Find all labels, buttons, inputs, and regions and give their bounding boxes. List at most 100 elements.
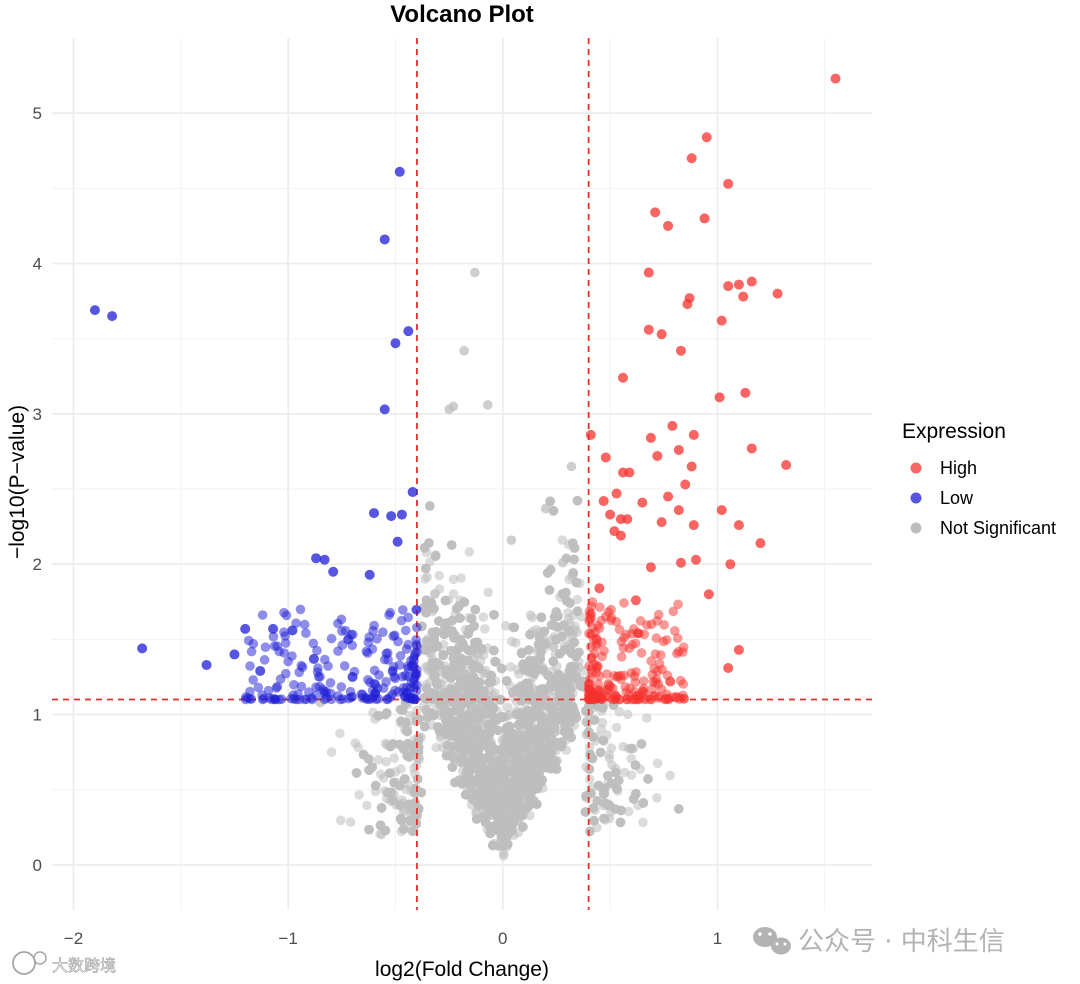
point-high [645,562,656,573]
point-high [584,614,595,624]
point-low [287,625,298,636]
point-not-significant [463,734,473,744]
y-axis-title: −log10(P−value) [6,405,29,559]
point-not-significant [569,705,579,716]
point-not-significant [489,610,499,620]
y-tick-label: 4 [33,255,42,274]
point-low [336,682,347,692]
point-not-significant [589,715,600,725]
point-not-significant [571,671,581,682]
point-high [652,450,663,461]
point-not-significant [469,683,480,694]
point-low [397,671,408,682]
y-tick-label: 5 [33,104,42,123]
point-high [609,526,620,537]
point-not-significant [504,721,515,732]
point-high [716,315,727,326]
point-not-significant [599,813,609,824]
point-not-significant [527,612,537,623]
point-not-significant [500,752,511,763]
point-low [289,680,299,690]
point-not-significant [557,535,568,545]
point-high [672,633,683,643]
point-high [646,694,657,705]
point-not-significant [527,659,537,669]
point-high [594,623,605,633]
point-not-significant [469,660,479,670]
point-low [392,536,403,547]
point-not-significant [455,635,466,645]
point-not-significant [565,717,576,727]
point-low [89,305,100,316]
point-high [667,420,678,431]
point-low [361,694,372,704]
point-not-significant [459,345,469,356]
point-not-significant [373,711,384,721]
point-not-significant [516,730,526,740]
point-low [229,649,240,660]
point-not-significant [335,728,345,739]
x-tick-label: −1 [278,929,297,948]
point-not-significant [565,643,575,654]
point-not-significant [438,650,449,661]
point-not-significant [585,826,595,837]
point-high [680,479,691,490]
point-low [345,686,356,697]
point-low [274,646,285,657]
point-high [586,642,596,652]
point-not-significant [546,733,557,744]
point-not-significant [471,703,482,714]
point-not-significant [496,827,506,838]
point-high [600,452,611,463]
point-high [686,461,697,472]
point-low [294,694,305,705]
point-high [614,624,625,635]
point-low [271,683,282,693]
point-high [733,520,744,531]
point-not-significant [526,708,536,718]
point-low [411,686,422,696]
point-high [650,677,661,688]
point-low [409,674,419,685]
point-not-significant [482,400,493,410]
point-high [634,628,644,639]
point-not-significant [652,758,663,769]
point-high [650,649,661,659]
point-not-significant [502,767,513,777]
point-low [259,655,270,665]
point-low [268,623,279,634]
point-not-significant [557,677,567,687]
point-not-significant [432,657,442,668]
point-high [617,372,628,383]
legend-item-high: High [910,458,977,478]
point-low [275,674,286,684]
point-low [369,679,380,689]
point-low [283,656,293,667]
watermark-corner-text: 大数跨境 [52,956,116,975]
point-not-significant [527,750,537,760]
point-not-significant [642,713,652,723]
point-not-significant [451,732,461,742]
point-not-significant [572,606,583,616]
point-not-significant [456,573,466,583]
point-low [402,682,412,693]
point-low [296,681,307,692]
point-not-significant [486,822,497,832]
point-not-significant [474,763,484,773]
point-low [326,694,337,705]
point-not-significant [540,503,551,514]
point-not-significant [358,749,369,760]
legend-item-low: Low [910,488,974,508]
point-not-significant [326,747,337,757]
point-high [682,299,693,310]
point-low [268,631,279,642]
point-high [673,646,684,657]
point-low [270,694,281,705]
point-not-significant [421,705,431,715]
point-high [656,329,667,340]
point-not-significant [560,726,570,737]
legend-title: Expression [902,420,1006,443]
point-not-significant [416,787,427,798]
point-not-significant [584,742,595,753]
point-not-significant [555,696,566,706]
